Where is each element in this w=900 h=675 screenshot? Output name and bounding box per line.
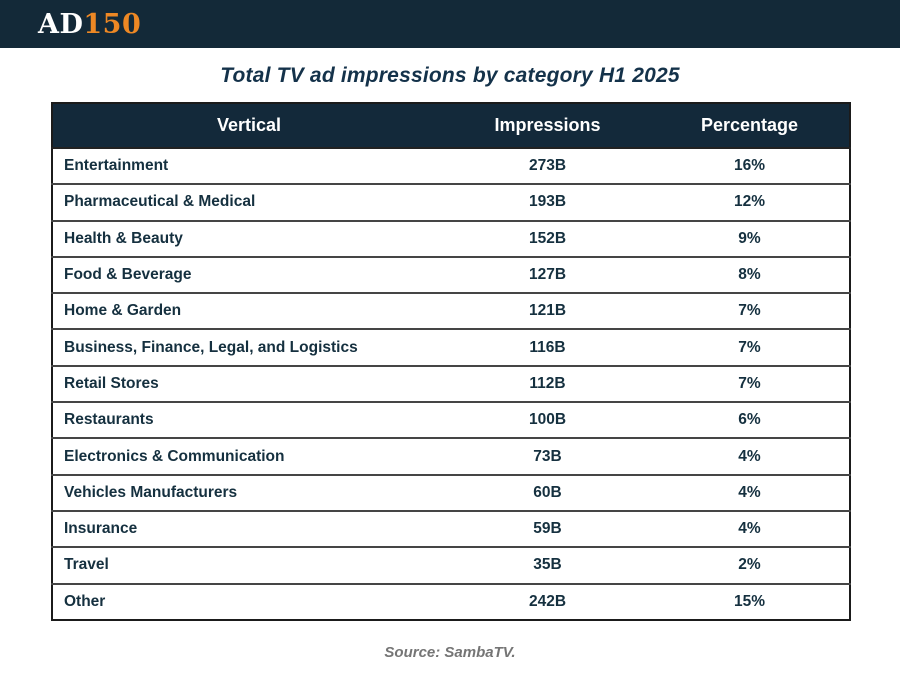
impressions-cell: 112B <box>529 374 566 392</box>
percentage-cell: 2% <box>738 556 761 574</box>
impressions-cell: 73B <box>533 447 562 465</box>
percentage-cell: 12% <box>733 193 766 211</box>
impressions-cell: 152B <box>528 229 567 247</box>
vertical-cell: Entertainment <box>64 157 169 175</box>
percentage-cell: 4% <box>738 520 761 538</box>
table-header: Vertical Impressions Percentage <box>52 103 850 148</box>
ad150-logo: AD150 <box>38 11 141 38</box>
vertical-cell: Travel <box>64 556 109 574</box>
impressions-cell: 273B <box>528 157 567 175</box>
logo-text-150: 150 <box>83 8 142 40</box>
table-row: Health & Beauty 152B 9% <box>52 220 850 257</box>
vertical-cell: Insurance <box>64 520 138 538</box>
table-row: Retail Stores 112B 7% <box>52 365 850 403</box>
impressions-cell: 193B <box>528 193 567 211</box>
table-body: Entertainment 273B 16% Pharmaceutical & … <box>52 148 850 620</box>
table-row: Insurance 59B 4% <box>52 510 850 548</box>
column-header-impressions: Impressions <box>494 115 601 135</box>
table-row: Other 242B 15% <box>52 583 850 620</box>
vertical-cell: Business, Finance, Legal, and Logistics <box>64 338 358 356</box>
vertical-cell: Pharmaceutical & Medical <box>64 193 256 211</box>
table-row: Food & Beverage 127B 8% <box>52 256 850 294</box>
impressions-cell: 121B <box>528 302 567 320</box>
impressions-cell: 127B <box>528 266 567 284</box>
vertical-cell: Health & Beauty <box>64 229 183 247</box>
column-header-vertical: Vertical <box>216 115 282 135</box>
percentage-cell: 7% <box>738 374 761 392</box>
percentage-cell: 9% <box>738 229 761 247</box>
table-row: Vehicles Manufacturers 60B 4% <box>52 474 850 511</box>
table-row: Pharmaceutical & Medical 193B 12% <box>52 184 850 221</box>
source-attribution: Source: SambaTV. <box>384 643 516 661</box>
percentage-cell: 4% <box>738 447 761 465</box>
logo-text-ad: AD <box>38 8 84 40</box>
percentage-cell: 7% <box>738 302 761 320</box>
header-row: Vertical Impressions Percentage <box>52 103 850 148</box>
impressions-table: Vertical Impressions Percentage Entertai… <box>51 102 851 621</box>
percentage-cell: 6% <box>738 411 761 429</box>
top-bar: AD150 <box>0 0 900 48</box>
vertical-cell: Vehicles Manufacturers <box>64 483 238 501</box>
table-row: Travel 35B 2% <box>52 547 850 584</box>
vertical-cell: Other <box>64 592 106 610</box>
vertical-cell: Home & Garden <box>64 302 182 320</box>
table-row: Home & Garden 121B 7% <box>52 293 850 330</box>
impressions-cell: 59B <box>533 520 562 538</box>
percentage-cell: 7% <box>738 338 761 356</box>
percentage-cell: 8% <box>738 266 761 284</box>
impressions-cell: 242B <box>528 592 567 610</box>
column-header-percentage: Percentage <box>700 115 799 135</box>
vertical-cell: Restaurants <box>64 411 154 429</box>
page-title: Total TV ad impressions by category H1 2… <box>220 64 680 87</box>
vertical-cell: Electronics & Communication <box>64 447 285 465</box>
table-row: Entertainment 273B 16% <box>52 148 850 185</box>
impressions-cell: 116B <box>529 338 566 356</box>
percentage-cell: 4% <box>738 483 761 501</box>
percentage-cell: 15% <box>733 592 766 610</box>
impressions-cell: 60B <box>533 483 562 501</box>
table-row: Electronics & Communication 73B 4% <box>52 438 850 475</box>
table-row: Business, Finance, Legal, and Logistics … <box>52 329 850 366</box>
percentage-cell: 16% <box>733 157 766 175</box>
vertical-cell: Food & Beverage <box>64 266 192 284</box>
impressions-cell: 100B <box>528 411 567 429</box>
table-container: Vertical Impressions Percentage Entertai… <box>51 102 851 621</box>
impressions-cell: 35B <box>533 556 562 574</box>
vertical-cell: Retail Stores <box>64 374 159 392</box>
table-row: Restaurants 100B 6% <box>52 402 850 439</box>
